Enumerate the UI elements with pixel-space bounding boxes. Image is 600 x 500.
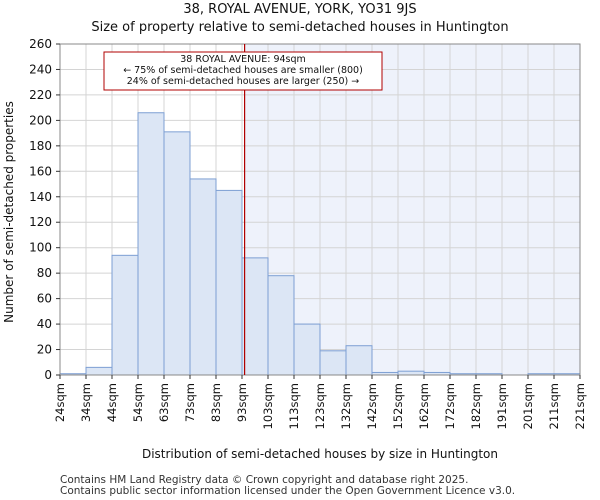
x-tick-label: 132sqm [339,383,353,429]
x-tick-label: 54sqm [131,383,145,422]
x-tick-label: 152sqm [391,383,405,429]
bar [293,323,321,376]
x-tick-label: 211sqm [547,383,561,429]
y-tick-label: 120 [29,215,52,229]
annotation-line-3: 24% of semi-detached houses are larger (… [127,76,360,87]
bar [163,131,191,376]
x-tick-label: 63sqm [157,383,171,422]
y-tick-label: 180 [29,139,52,153]
y-tick-label: 60 [37,292,52,306]
bar [189,178,217,376]
x-tick-label: 93sqm [235,383,249,422]
x-tick-label: 44sqm [105,383,119,422]
x-tick-label: 172sqm [443,383,457,429]
bar [137,112,165,376]
annotation-box: 38 ROYAL AVENUE: 94sqm ← 75% of semi-det… [103,51,383,91]
x-tick-label: 73sqm [183,383,197,422]
bar-chart: 0 20 40 60 80 100 120 140 160 180 200 220 240 260 24s… [2,37,587,461]
y-tick-label: 240 [29,62,52,76]
y-tick-label: 0 [44,368,52,382]
x-axis-label: Distribution of semi-detached houses by … [142,447,498,461]
y-tick-label: 220 [29,88,52,102]
annotation-line-1: 38 ROYAL AVENUE: 94sqm [180,54,306,65]
x-tick-label: 113sqm [287,383,301,429]
x-tick-label: 142sqm [365,383,379,429]
chart-subtitle: Size of property relative to semi-detach… [91,20,509,35]
y-axis-label: Number of semi-detached properties [2,101,16,323]
footer-licence: Contains public sector information licen… [60,485,516,497]
y-tick-label: 80 [37,266,52,280]
x-tick-label: 221sqm [573,383,587,429]
y-tick-label: 200 [29,113,52,127]
bar [85,366,113,376]
y-tick-label: 260 [29,37,52,51]
x-tick-label: 182sqm [469,383,483,429]
larger-region-shade [244,44,580,375]
x-tick-label: 201sqm [521,383,535,429]
x-tick-label: 34sqm [79,383,93,422]
chart-title: 38, ROYAL AVENUE, YORK, YO31 9JS [183,2,417,17]
bar [319,350,347,376]
annotation-line-2: ← 75% of semi-detached houses are smalle… [123,65,363,76]
bar [241,257,269,376]
x-tick-label: 123sqm [313,383,327,429]
x-tick-label: 103sqm [261,383,275,429]
y-tick-label: 20 [37,343,52,357]
x-tick-label: 24sqm [53,383,67,422]
y-tick-label: 140 [29,190,52,204]
bar [111,254,139,376]
bar [397,370,425,376]
footer-copyright: Contains HM Land Registry data © Crown c… [60,474,469,486]
y-tick-label: 100 [29,241,52,255]
bar [215,189,243,376]
x-tick-label: 162sqm [417,383,431,429]
y-tick-label: 40 [37,317,52,331]
x-tick-label: 83sqm [209,383,223,422]
bar [345,345,373,376]
bar [267,275,295,376]
y-tick-label: 160 [29,164,52,178]
x-tick-label: 191sqm [495,383,509,429]
